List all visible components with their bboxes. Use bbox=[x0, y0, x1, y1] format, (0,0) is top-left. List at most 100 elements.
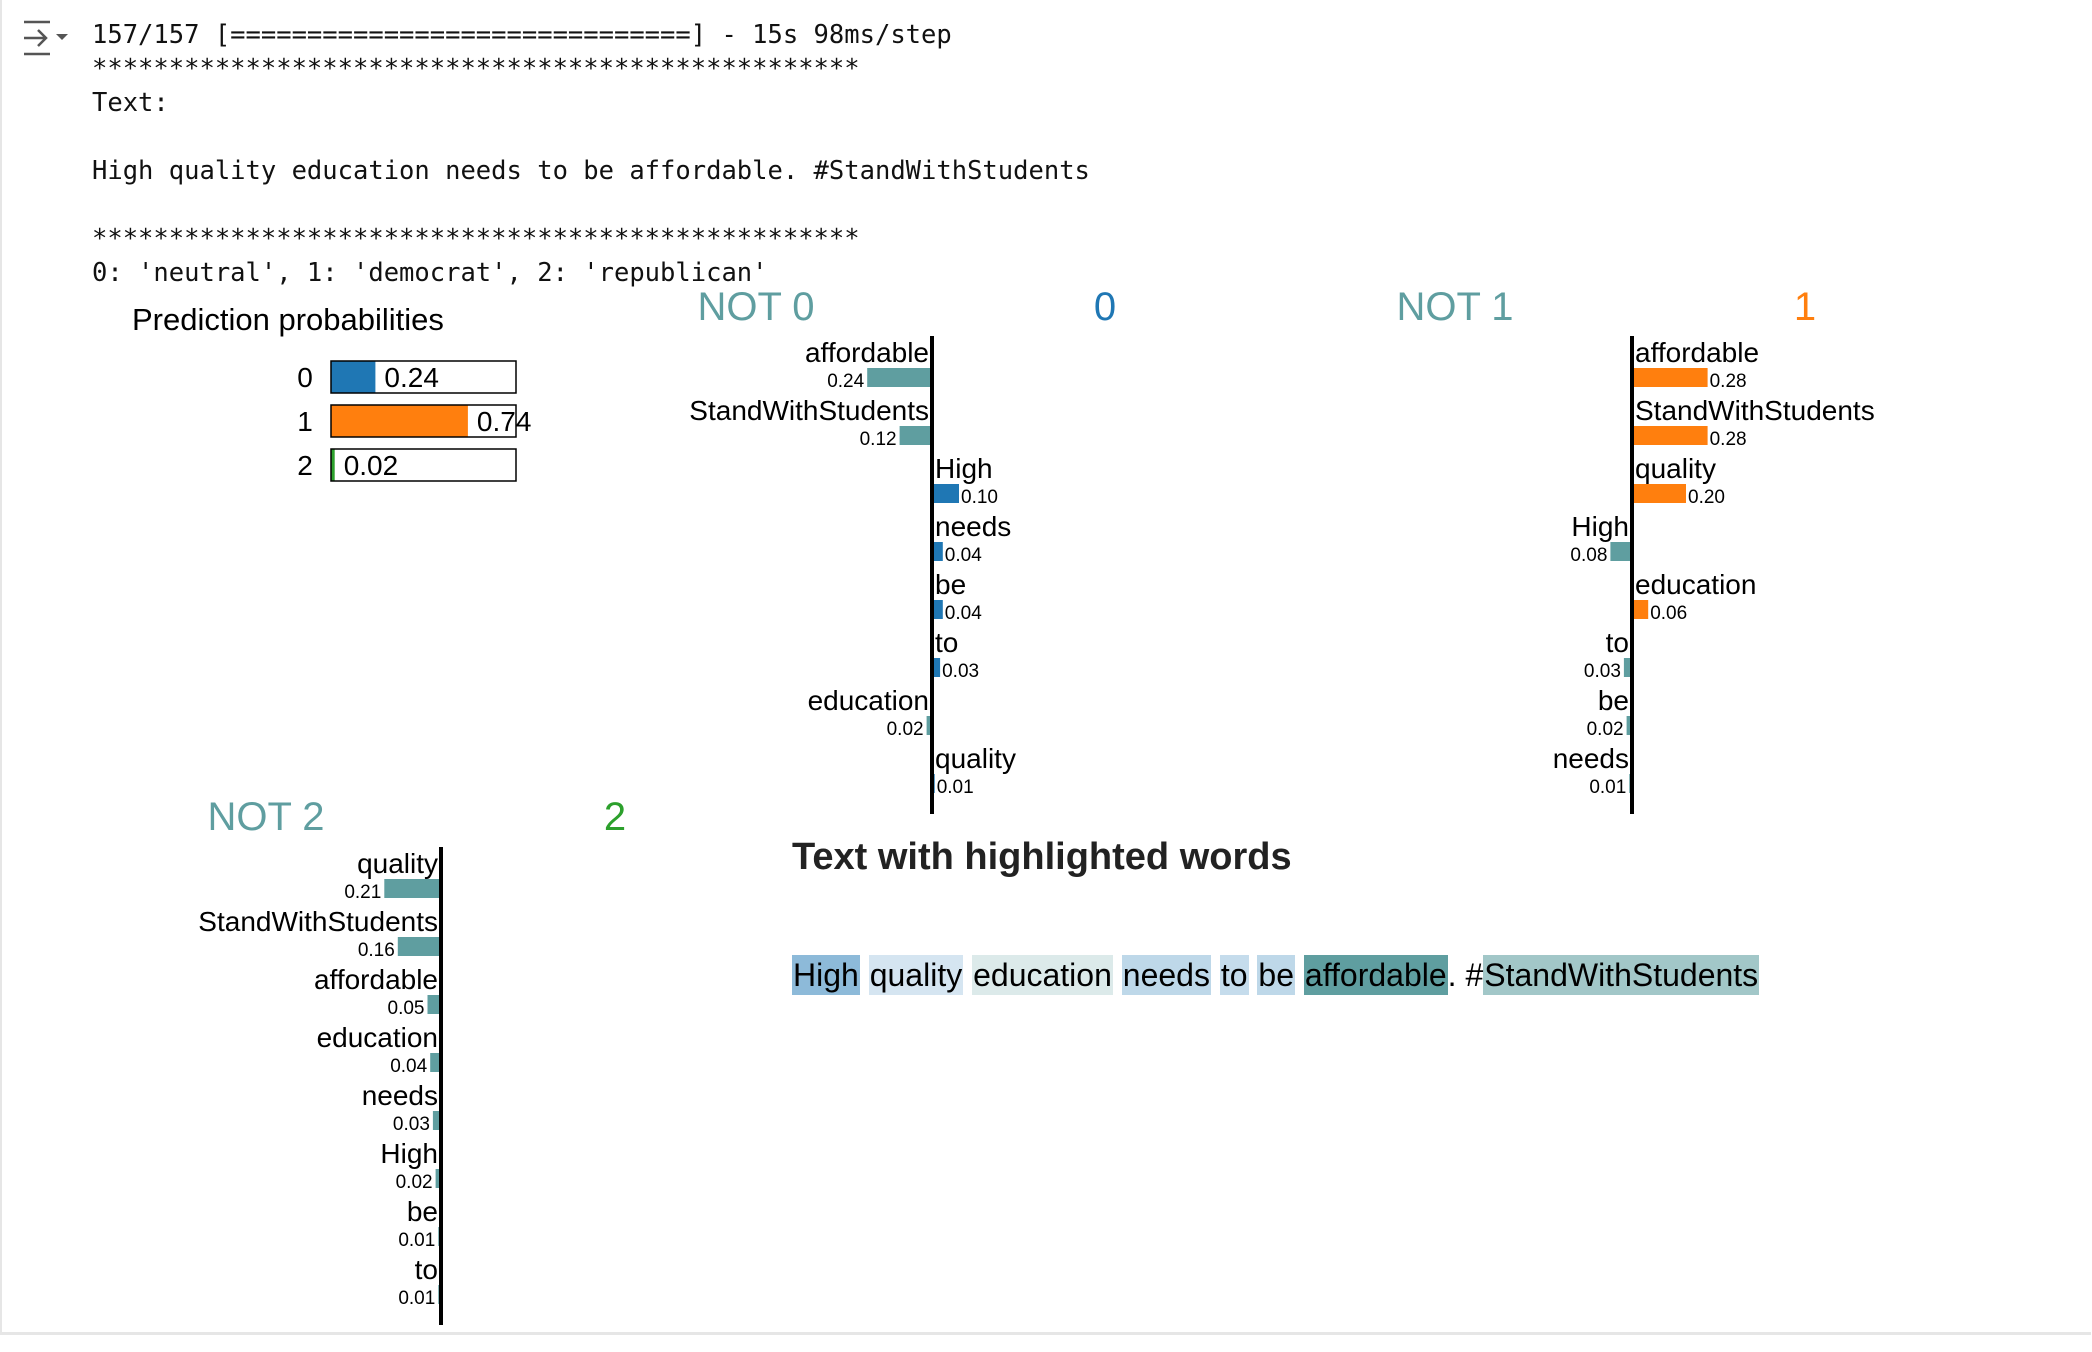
feature-value: 0.08 bbox=[1570, 545, 1607, 566]
highlighted-text-heading: Text with highlighted words bbox=[792, 836, 1292, 878]
feature-bar bbox=[435, 1169, 441, 1188]
feature-word: quality bbox=[1635, 453, 1716, 484]
feature-word: StandWithStudents bbox=[689, 395, 929, 426]
highlighted-word: be bbox=[1257, 955, 1296, 995]
feature-word: be bbox=[1598, 685, 1629, 716]
feature-word: needs bbox=[935, 511, 1011, 542]
feature-value: 0.05 bbox=[388, 998, 425, 1019]
feature-value: 0.06 bbox=[1650, 603, 1687, 624]
feature-value: 0.01 bbox=[1589, 777, 1626, 798]
feature-value: 0.04 bbox=[945, 545, 982, 566]
probability-bar bbox=[331, 405, 468, 437]
feature-word: be bbox=[407, 1196, 438, 1227]
feature-word: to bbox=[935, 627, 958, 658]
feature-word: needs bbox=[362, 1080, 438, 1111]
feature-word: affordable bbox=[1635, 337, 1759, 368]
feature-value: 0.02 bbox=[887, 719, 924, 740]
feature-bar bbox=[926, 716, 932, 735]
separator: ****************************************… bbox=[92, 54, 860, 84]
highlighted-text: High quality education needs to be affor… bbox=[792, 955, 1760, 997]
not-class-label: NOT 2 bbox=[207, 795, 324, 839]
feature-word: affordable bbox=[805, 337, 929, 368]
highlighted-word: to bbox=[1219, 955, 1249, 995]
feature-word: to bbox=[415, 1254, 438, 1285]
feature-word: affordable bbox=[314, 964, 438, 995]
feature-value: 0.12 bbox=[860, 429, 897, 450]
plain-text bbox=[1249, 957, 1258, 993]
feature-value: 0.03 bbox=[942, 661, 979, 682]
class-mapping: 0: 'neutral', 1: 'democrat', 2: 'republi… bbox=[92, 258, 768, 288]
plain-text bbox=[963, 957, 972, 993]
plain-text: . # bbox=[1447, 957, 1484, 993]
probability-bar bbox=[331, 449, 335, 481]
category-label: 0 bbox=[297, 362, 313, 393]
probability-value: 0.02 bbox=[344, 450, 399, 481]
feature-bar bbox=[867, 368, 932, 387]
feature-bar bbox=[384, 879, 441, 898]
probability-box bbox=[330, 404, 517, 438]
feature-bar bbox=[1626, 716, 1632, 735]
output-menu-icon[interactable] bbox=[20, 16, 70, 60]
feature-word: High bbox=[380, 1138, 438, 1169]
feature-value: 0.04 bbox=[390, 1056, 427, 1077]
separator: ****************************************… bbox=[92, 224, 860, 254]
feature-bar bbox=[427, 995, 441, 1014]
highlighted-word: StandWithStudents bbox=[1483, 955, 1760, 995]
feature-value: 0.01 bbox=[937, 777, 974, 798]
feature-bar bbox=[1632, 426, 1708, 445]
feature-bar bbox=[899, 426, 932, 445]
feature-word: be bbox=[935, 569, 966, 600]
feature-value: 0.02 bbox=[396, 1172, 433, 1193]
feature-bar bbox=[932, 484, 959, 503]
category-label: 2 bbox=[297, 450, 313, 481]
highlighted-word: needs bbox=[1121, 955, 1211, 995]
feature-value: 0.10 bbox=[961, 487, 998, 508]
input-text: High quality education needs to be affor… bbox=[92, 156, 1090, 186]
category-label: 1 bbox=[297, 406, 313, 437]
highlighted-word: High bbox=[792, 955, 860, 995]
feature-value: 0.21 bbox=[344, 882, 381, 903]
highlighted-word: affordable bbox=[1303, 955, 1448, 995]
feature-word: education bbox=[1635, 569, 1756, 600]
feature-bar bbox=[430, 1053, 441, 1072]
feature-value: 0.01 bbox=[398, 1288, 435, 1309]
plain-text bbox=[1211, 957, 1220, 993]
plain-text bbox=[1113, 957, 1122, 993]
not-class-label: NOT 0 bbox=[697, 285, 814, 329]
feature-word: to bbox=[1606, 627, 1629, 658]
feature-bar bbox=[932, 600, 943, 619]
feature-bar bbox=[1632, 368, 1708, 387]
feature-value: 0.28 bbox=[1710, 429, 1747, 450]
probability-bar bbox=[331, 361, 376, 393]
class-label: 0 bbox=[1094, 285, 1116, 329]
feature-word: High bbox=[935, 453, 993, 484]
feature-word: StandWithStudents bbox=[198, 906, 438, 937]
feature-bar bbox=[1632, 600, 1649, 619]
feature-value: 0.01 bbox=[398, 1230, 435, 1251]
feature-value: 0.20 bbox=[1688, 487, 1725, 508]
feature-value: 0.16 bbox=[358, 940, 395, 961]
probability-value: 0.24 bbox=[384, 362, 439, 393]
plain-text bbox=[1295, 957, 1304, 993]
feature-word: quality bbox=[357, 848, 438, 879]
feature-value: 0.03 bbox=[1584, 661, 1621, 682]
feature-value: 0.28 bbox=[1710, 371, 1747, 392]
text-label: Text: bbox=[92, 88, 169, 118]
feature-word: StandWithStudents bbox=[1635, 395, 1875, 426]
probability-box bbox=[330, 360, 517, 394]
feature-value: 0.04 bbox=[945, 603, 982, 624]
feature-value: 0.24 bbox=[827, 371, 864, 392]
highlighted-word: education bbox=[972, 955, 1113, 995]
feature-bar bbox=[1610, 542, 1632, 561]
class-label: 1 bbox=[1794, 285, 1816, 329]
feature-word: quality bbox=[935, 743, 1016, 774]
feature-bar bbox=[397, 937, 441, 956]
feature-bar bbox=[932, 658, 941, 677]
feature-word: education bbox=[808, 685, 929, 716]
feature-word: needs bbox=[1553, 743, 1629, 774]
feature-word: education bbox=[317, 1022, 438, 1053]
feature-bar bbox=[1632, 484, 1686, 503]
feature-value: 0.02 bbox=[1587, 719, 1624, 740]
probability-value: 0.74 bbox=[477, 406, 532, 437]
